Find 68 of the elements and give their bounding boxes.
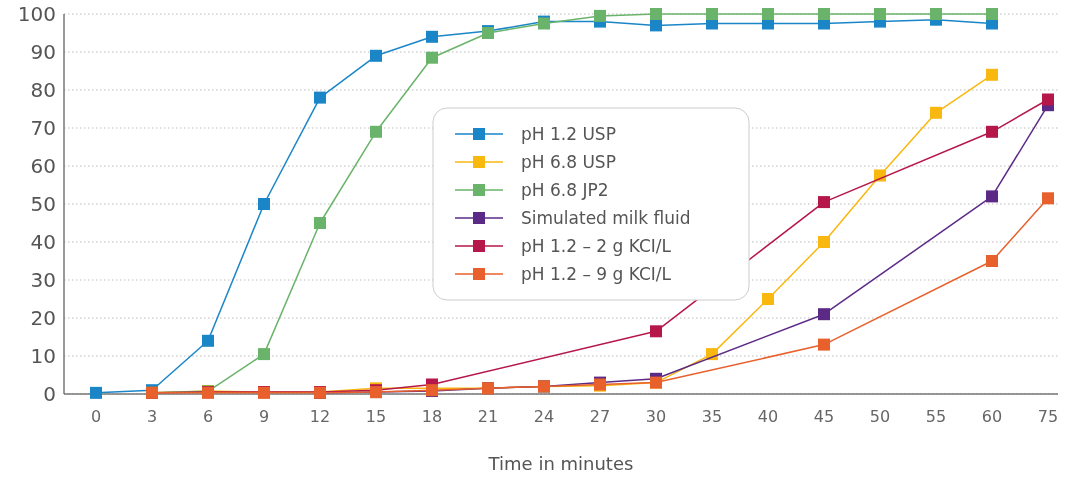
legend-label: Simulated milk fluid [521, 207, 691, 228]
x-tick-label: 60 [981, 407, 1003, 426]
point [762, 8, 774, 20]
x-axis-title: Time in minutes [487, 453, 634, 474]
x-tick-label: 24 [533, 407, 555, 426]
legend-label: pH 6.8 USP [521, 151, 616, 172]
x-tick-label: 50 [869, 407, 891, 426]
y-tick-label: 0 [43, 382, 56, 406]
x-tick-label: 40 [757, 407, 779, 426]
point [706, 8, 718, 20]
point [370, 125, 382, 138]
y-tick-label: 30 [30, 268, 56, 292]
point [314, 217, 326, 229]
point [258, 198, 270, 210]
y-tick-label: 70 [30, 116, 56, 140]
point [426, 51, 438, 64]
point [986, 255, 998, 267]
y-tick-label: 50 [30, 192, 56, 216]
point [818, 236, 830, 248]
x-tick-label: 45 [813, 407, 835, 426]
legend-label: pH 1.2 USP [521, 123, 616, 144]
point [370, 49, 382, 62]
point [930, 8, 942, 20]
x-tick-label: 35 [701, 407, 723, 426]
x-tick-label: 15 [365, 407, 387, 426]
point [986, 68, 998, 81]
point [818, 338, 830, 351]
point [202, 334, 214, 347]
point [930, 106, 942, 119]
x-tick-label: 30 [645, 407, 667, 426]
legend-label: pH 1.2 – 9 g KCI/L [521, 263, 672, 284]
y-tick-label: 20 [30, 306, 56, 330]
point [426, 30, 438, 43]
point [986, 190, 998, 203]
point [258, 348, 270, 361]
y-tick-label: 80 [30, 78, 56, 102]
x-tick-label: 21 [477, 407, 499, 426]
point [594, 9, 606, 22]
x-tick-label: 3 [146, 407, 158, 426]
x-tick-label: 18 [421, 407, 443, 426]
x-tick-label: 9 [258, 407, 270, 426]
x-tick-label: 12 [309, 407, 331, 426]
point [1042, 192, 1054, 205]
y-tick-label: 10 [30, 344, 56, 368]
legend-label: pH 1.2 – 2 g KCI/L [521, 235, 672, 256]
point [650, 325, 662, 338]
point [818, 8, 830, 20]
point [986, 125, 998, 138]
point [818, 196, 830, 209]
x-tick-label: 55 [925, 407, 947, 426]
point [1042, 93, 1054, 106]
point [90, 386, 102, 399]
y-tick-label: 90 [30, 40, 56, 64]
point [650, 8, 662, 20]
point [314, 91, 326, 104]
y-tick-label: 100 [17, 2, 56, 26]
legend-label: pH 6.8 JP2 [521, 179, 609, 200]
x-tick-label: 75 [1037, 407, 1059, 426]
point [650, 19, 662, 32]
point [762, 293, 774, 305]
point [874, 8, 886, 20]
x-tick-label: 27 [589, 407, 611, 426]
x-tick-label: 6 [202, 407, 214, 426]
x-tick-label: 0 [90, 407, 102, 426]
point [818, 308, 830, 321]
y-tick-label: 40 [30, 230, 56, 254]
y-tick-label: 60 [30, 154, 56, 178]
point [986, 8, 998, 20]
